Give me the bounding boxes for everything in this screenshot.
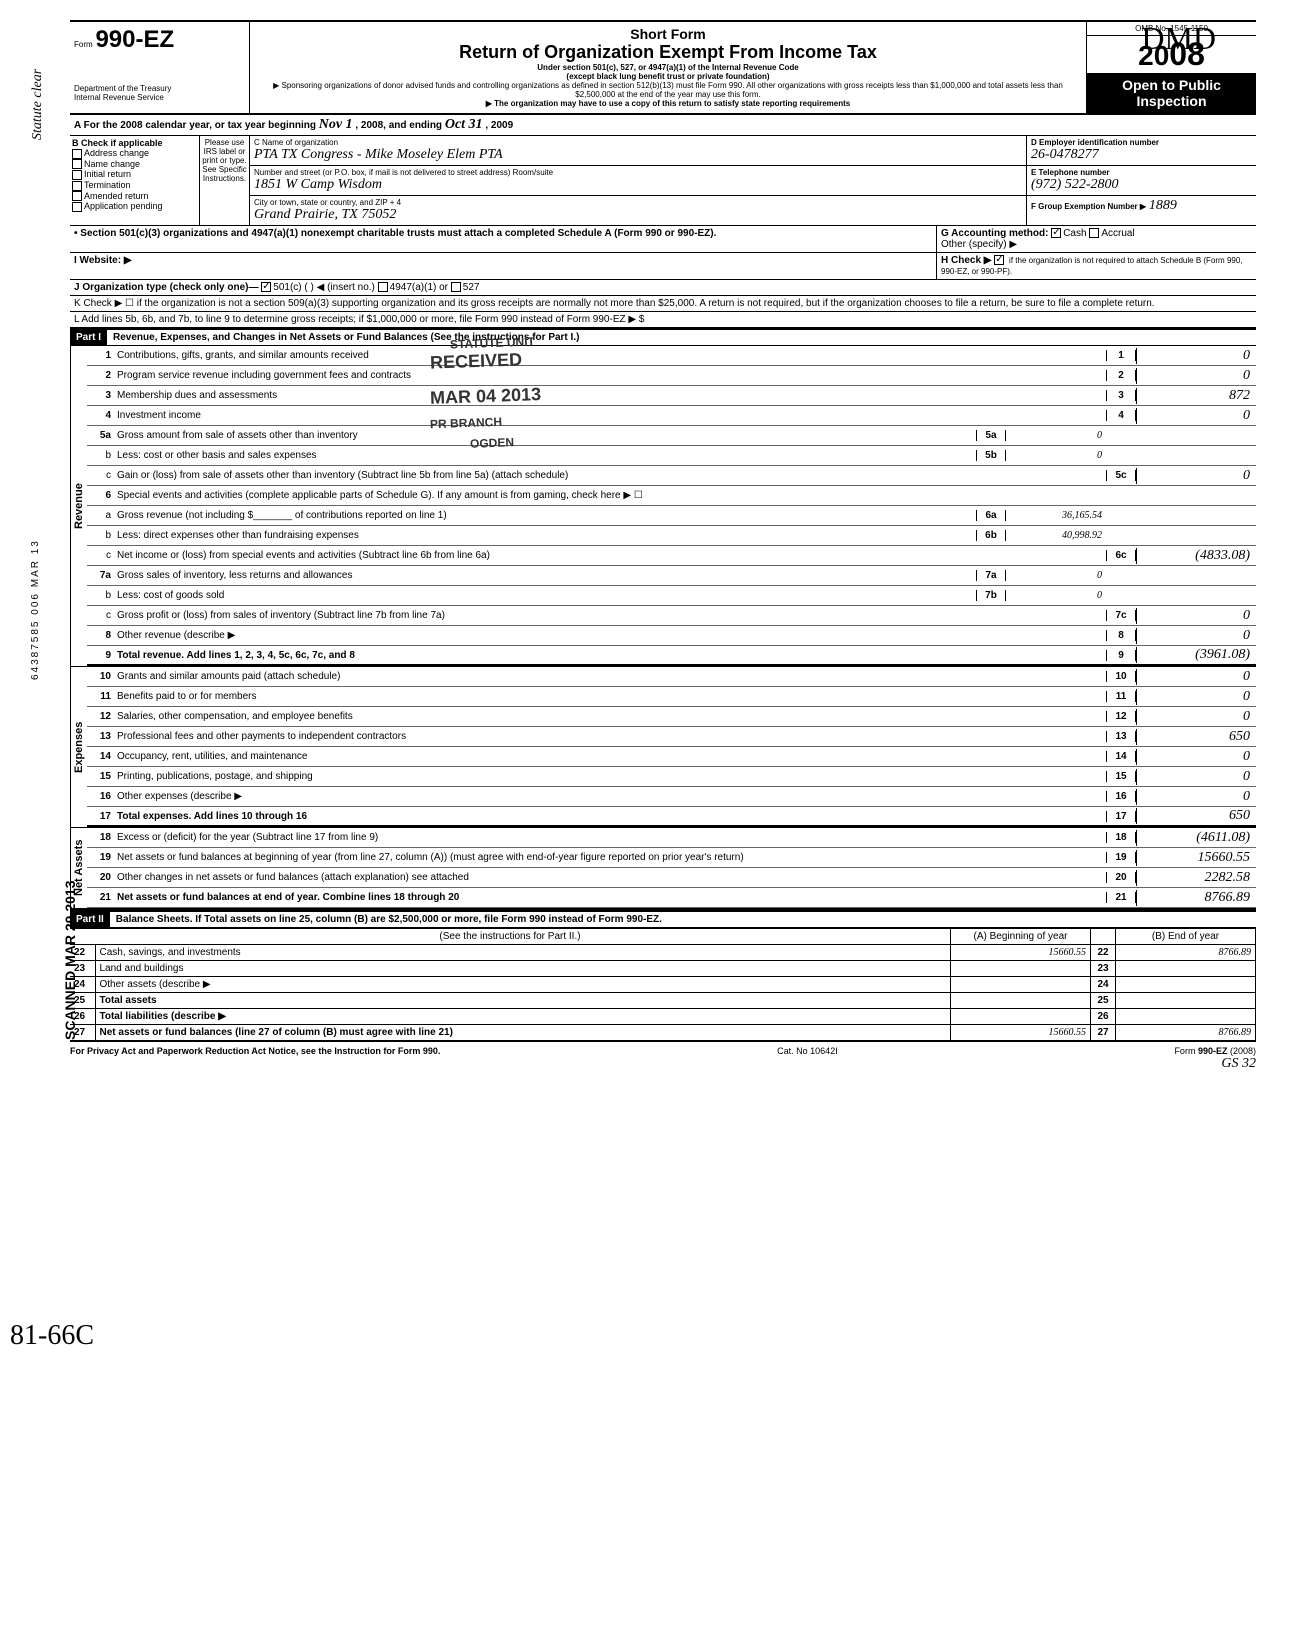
b-label: B Check if applicable xyxy=(72,138,197,148)
addr-label: Number and street (or P.O. box, if mail … xyxy=(254,168,1022,177)
check-term[interactable] xyxy=(72,181,82,191)
netassets-section: Net Assets 18Excess or (deficit) for the… xyxy=(70,828,1256,910)
col-b-header: (B) End of year xyxy=(1116,929,1256,945)
group-exemption: 1889 xyxy=(1149,198,1177,213)
part2-header: Part II Balance Sheets. If Total assets … xyxy=(70,910,1256,928)
title-sponsor: ▶ Sponsoring organizations of donor advi… xyxy=(254,81,1082,99)
footer-privacy: For Privacy Act and Paperwork Reduction … xyxy=(70,1046,440,1056)
ein: 26-0478277 xyxy=(1031,147,1252,163)
stamp-date: MAR 04 2013 xyxy=(430,384,542,409)
e-label: E Telephone number xyxy=(1031,168,1252,177)
org-type-row: J Organization type (check only one)— 50… xyxy=(70,280,1256,296)
check-4947[interactable] xyxy=(378,282,388,292)
f-label: F Group Exemption Number ▶ xyxy=(1031,202,1146,211)
check-527[interactable] xyxy=(451,282,461,292)
open-public: Open to Public xyxy=(1091,77,1252,93)
title-copy: ▶ The organization may have to use a cop… xyxy=(254,99,1082,108)
check-cash[interactable] xyxy=(1051,228,1061,238)
org-city: Grand Prairie, TX 75052 xyxy=(254,207,1022,223)
title-sub1: Under section 501(c), 527, or 4947(a)(1)… xyxy=(254,63,1082,72)
form-number: 990-EZ xyxy=(95,26,174,53)
inspection: Inspection xyxy=(1091,93,1252,109)
phone: (972) 522-2800 xyxy=(1031,177,1252,193)
footer-cat: Cat. No 10642I xyxy=(777,1046,838,1056)
revenue-side-label: Revenue xyxy=(70,346,87,666)
side-bottom-hand: 81-66C xyxy=(10,1320,94,1352)
col-a-header: (A) Beginning of year xyxy=(951,929,1091,945)
c-label: C Name of organization xyxy=(254,138,1022,147)
check-initial[interactable] xyxy=(72,170,82,180)
expenses-section: Expenses 10Grants and similar amounts pa… xyxy=(70,667,1256,828)
website-row: I Website: ▶ H Check ▶ if the organizati… xyxy=(70,253,1256,280)
line-a: A For the 2008 calendar year, or tax yea… xyxy=(70,115,1256,136)
netassets-side-label: Net Assets xyxy=(70,828,87,908)
part1-header: Part I Revenue, Expenses, and Changes in… xyxy=(70,328,1256,346)
form-header: Form 990-EZ Department of the Treasury I… xyxy=(70,20,1256,115)
org-address: 1851 W Camp Wisdom xyxy=(254,177,1022,193)
check-name[interactable] xyxy=(72,159,82,169)
stamp-received: RECEIVED xyxy=(430,349,523,373)
footer: For Privacy Act and Paperwork Reduction … xyxy=(70,1041,1256,1056)
stamp-branch: PR BRANCH xyxy=(430,415,502,432)
city-label: City or town, state or country, and ZIP … xyxy=(254,198,1022,207)
d-label: D Employer identification number xyxy=(1031,138,1252,147)
revenue-section: Revenue 1Contributions, gifts, grants, a… xyxy=(70,346,1256,667)
expenses-side-label: Expenses xyxy=(70,667,87,827)
footer-form: Form 990-EZ (2008) xyxy=(1174,1046,1256,1056)
check-pending[interactable] xyxy=(72,202,82,212)
org-name: PTA TX Congress - Mike Moseley Elem PTA xyxy=(254,147,1022,163)
stamp-ogden: OGDEN xyxy=(470,435,514,451)
title-main: Return of Organization Exempt From Incom… xyxy=(254,42,1082,63)
balance-sheet-table: (See the instructions for Part II.) (A) … xyxy=(70,928,1256,1041)
top-right-hand: DMD xyxy=(1141,20,1216,57)
title-short: Short Form xyxy=(254,26,1082,42)
side-num: 64387585 006 MAR 13 xyxy=(30,539,41,680)
form-label: Form xyxy=(74,40,93,49)
page-hand: GS 32 xyxy=(70,1056,1256,1072)
line-l: L Add lines 5b, 6b, and 7b, to line 9 to… xyxy=(70,312,1256,328)
side-text-statute: Statute clear xyxy=(30,69,46,140)
dept-treasury: Department of the Treasury xyxy=(74,84,245,93)
irs-instructions: Please use IRS label or print or type. S… xyxy=(200,136,250,225)
check-address[interactable] xyxy=(72,149,82,159)
line-k: K Check ▶ ☐ if the organization is not a… xyxy=(70,296,1256,312)
section-501-row: • Section 501(c)(3) organizations and 49… xyxy=(70,226,1256,253)
stamp-statute: STATUTE UNIT xyxy=(450,335,535,352)
irs-label: Internal Revenue Service xyxy=(74,93,245,102)
org-info-block: B Check if applicable Address change Nam… xyxy=(70,136,1256,226)
title-sub2: (except black lung benefit trust or priv… xyxy=(254,72,1082,81)
check-h[interactable] xyxy=(994,255,1004,265)
check-amended[interactable] xyxy=(72,191,82,201)
check-accrual[interactable] xyxy=(1089,228,1099,238)
check-501c[interactable] xyxy=(261,282,271,292)
